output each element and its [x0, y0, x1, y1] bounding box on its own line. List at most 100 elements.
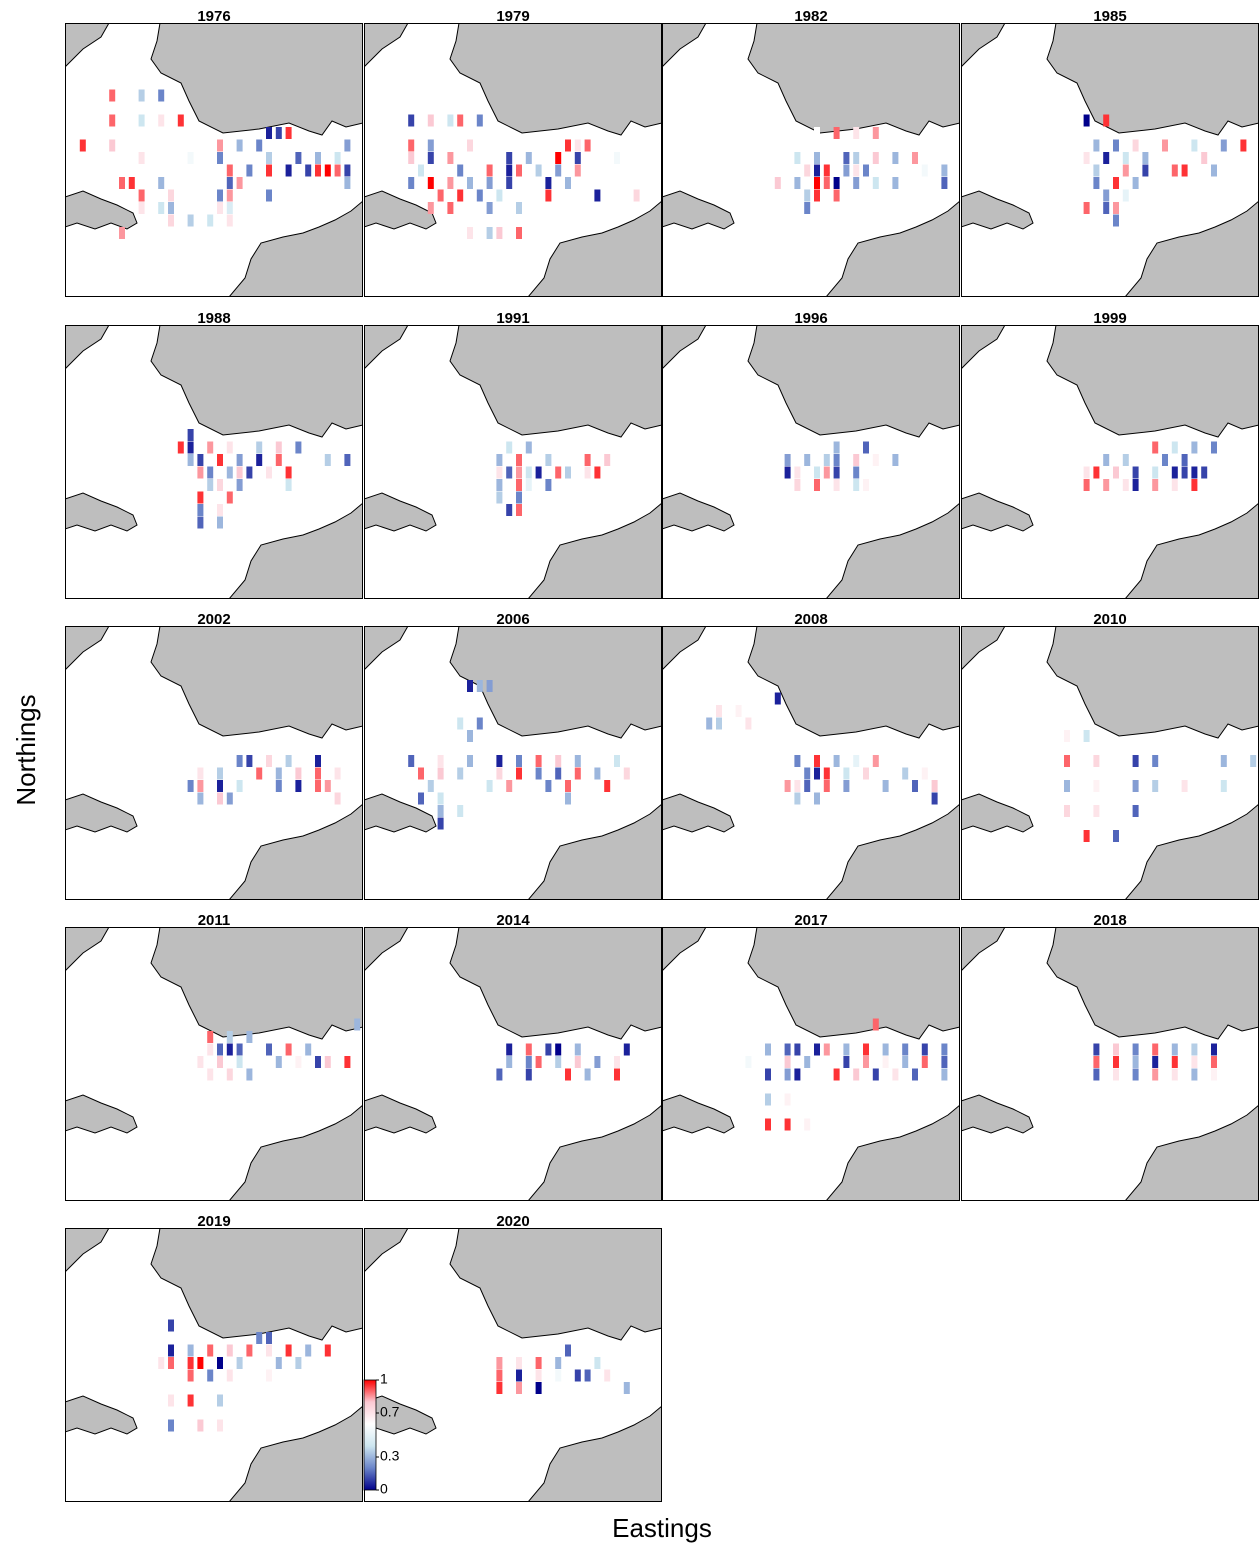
cell [266, 755, 272, 767]
cell [207, 214, 214, 227]
cell [354, 1018, 361, 1031]
cell [516, 1357, 522, 1369]
cell [226, 792, 233, 805]
cell [765, 1043, 771, 1056]
cell [427, 152, 434, 164]
cell [545, 1068, 552, 1081]
cell [119, 177, 125, 189]
cell [427, 177, 434, 189]
cell [496, 227, 503, 239]
cell [804, 1118, 811, 1131]
cell [226, 1043, 233, 1056]
cell [623, 1382, 630, 1394]
cell [217, 1056, 223, 1068]
cell [427, 139, 434, 152]
cell [217, 1419, 223, 1432]
cell [177, 441, 184, 454]
panel: 1979 [364, 8, 662, 297]
cell [1132, 1068, 1139, 1081]
cell [217, 780, 223, 792]
cell [1103, 152, 1110, 164]
cell [1162, 139, 1168, 152]
cell [774, 177, 781, 189]
cell [1122, 454, 1129, 466]
x-axis-label: Eastings [612, 1513, 712, 1543]
colorbar-tick-label: 0.3 [380, 1448, 400, 1464]
cell [1122, 164, 1129, 177]
cell [525, 227, 532, 239]
cell [207, 466, 214, 479]
cell [804, 164, 811, 177]
cell [506, 152, 513, 164]
cell [853, 177, 860, 189]
cell [138, 152, 145, 164]
cell [486, 227, 493, 239]
cell [774, 692, 781, 705]
cell [823, 1043, 830, 1056]
cell [853, 466, 860, 479]
cell [872, 127, 879, 139]
cell [545, 189, 552, 202]
panel-title: 1985 [1093, 8, 1126, 25]
cell [853, 454, 860, 466]
panel: 2011 [65, 912, 363, 1201]
cell [535, 164, 542, 177]
cell [882, 164, 889, 177]
cell [872, 177, 879, 189]
land [65, 1228, 110, 1273]
cell [506, 780, 513, 792]
cell [1064, 805, 1070, 817]
land [228, 803, 363, 900]
panel-title: 2002 [197, 611, 230, 628]
cell [555, 466, 562, 479]
cell [275, 780, 282, 792]
land [747, 927, 960, 1040]
panel-title: 2014 [496, 912, 530, 929]
cell [1142, 454, 1149, 466]
cell [1181, 164, 1188, 177]
cell [1083, 114, 1090, 127]
cell [574, 755, 581, 767]
cell [168, 1319, 174, 1332]
cell [1103, 189, 1110, 202]
cell [1064, 780, 1070, 792]
cell [614, 1056, 620, 1068]
cell [1171, 466, 1178, 479]
cell [177, 454, 184, 466]
cell [516, 202, 522, 214]
cell [158, 202, 165, 214]
cell [109, 139, 116, 152]
cell [128, 114, 135, 127]
cell [555, 767, 562, 780]
cell [1152, 1043, 1159, 1056]
cell [1152, 479, 1159, 491]
cell [565, 780, 571, 792]
land [228, 1405, 363, 1502]
cell [774, 189, 781, 202]
cell [565, 139, 571, 152]
land [65, 927, 110, 972]
cell [305, 1344, 312, 1357]
cell [516, 479, 522, 491]
cell [1103, 202, 1110, 214]
cell [476, 680, 483, 692]
panel: 1999 [961, 310, 1259, 599]
cell [506, 1043, 513, 1056]
cell [516, 227, 522, 239]
cell [427, 780, 434, 792]
cell [158, 177, 165, 189]
cell [437, 817, 444, 830]
panel-body [364, 325, 662, 599]
panel-body [961, 626, 1259, 900]
cell [1132, 466, 1139, 479]
panel: 2006 [364, 611, 662, 900]
panel-body [662, 325, 960, 599]
cell [545, 454, 552, 466]
panel-body [662, 23, 960, 297]
cell [1142, 164, 1149, 177]
land [364, 325, 409, 370]
cell [256, 767, 263, 780]
cell [226, 1369, 233, 1382]
land [449, 325, 662, 438]
